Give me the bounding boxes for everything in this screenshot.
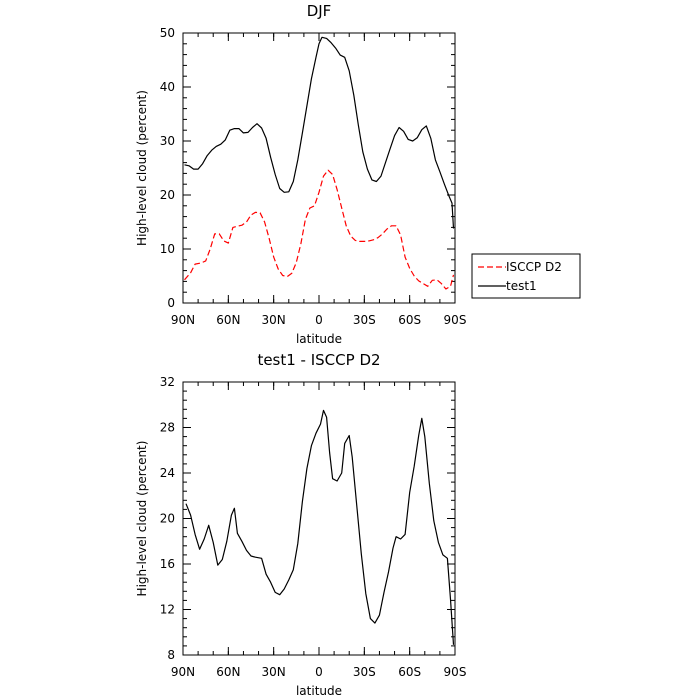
y-tick-label: 12 <box>160 603 175 617</box>
x-tick-label: 0 <box>315 313 323 327</box>
x-axis-label: latitude <box>296 684 342 698</box>
x-tick-label: 90S <box>444 313 467 327</box>
y-tick-label: 24 <box>160 466 175 480</box>
y-tick-label: 8 <box>167 648 175 662</box>
x-tick-label: 30S <box>353 313 376 327</box>
y-tick-label: 20 <box>160 188 175 202</box>
y-tick-label: 0 <box>167 296 175 310</box>
x-tick-label: 30N <box>262 665 286 679</box>
chart-title: test1 - ISCCP D2 <box>257 351 380 369</box>
plot-frame <box>182 381 456 656</box>
y-tick-label: 28 <box>160 421 175 435</box>
legend-label: test1 <box>506 279 537 293</box>
chart-panel-top: 90N 60N 30N 0 30S 60S 90S 0 10 20 30 40 50 DJF latitud… <box>135 2 581 346</box>
series-line-diff <box>185 409 455 645</box>
series-line-test1 <box>184 36 455 229</box>
legend: ISCCP D2 test1 <box>471 253 581 299</box>
series-line-isccp-d2 <box>184 169 455 290</box>
x-tick-label: 60N <box>216 313 240 327</box>
y-tick-label: 20 <box>160 512 175 526</box>
x-tick-label: 60S <box>398 665 421 679</box>
chart-panel-bottom: 90N 60N 30N 0 30S 60S 90S 8 12 16 20 24 28 32 test1 - … <box>135 351 466 698</box>
y-axis-label: High-level cloud (percent) <box>135 441 149 597</box>
x-tick-label: 90S <box>444 665 467 679</box>
plot-frame <box>182 32 456 304</box>
x-tick-label: 60S <box>398 313 421 327</box>
x-tick-label: 30S <box>353 665 376 679</box>
x-tick-label: 90N <box>171 665 195 679</box>
x-tick-label: 0 <box>315 665 323 679</box>
y-tick-label: 40 <box>160 80 175 94</box>
x-tick-label: 60N <box>216 665 240 679</box>
y-tick-label: 50 <box>160 26 175 40</box>
y-tick-label: 30 <box>160 134 175 148</box>
x-tick-label: 90N <box>171 313 195 327</box>
chart-title: DJF <box>307 2 332 20</box>
y-tick-label: 10 <box>160 242 175 256</box>
legend-label: ISCCP D2 <box>506 260 562 274</box>
x-tick-label: 30N <box>262 313 286 327</box>
y-tick-label: 32 <box>160 375 175 389</box>
x-axis-label: latitude <box>296 332 342 346</box>
y-axis-label: High-level cloud (percent) <box>135 90 149 246</box>
legend-box <box>471 253 581 299</box>
y-tick-label: 16 <box>160 557 175 571</box>
